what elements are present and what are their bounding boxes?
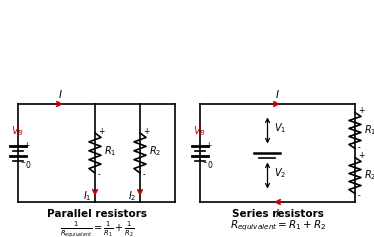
Text: +: + <box>358 106 364 115</box>
Text: -: - <box>358 143 361 152</box>
Text: +: + <box>205 141 211 150</box>
Text: -: - <box>358 191 361 200</box>
Text: $V_1$: $V_1$ <box>275 122 287 135</box>
Text: $R_{equivalent} = R_1 + R_2$: $R_{equivalent} = R_1 + R_2$ <box>230 219 326 233</box>
Text: Parallel resistors: Parallel resistors <box>47 209 147 219</box>
Text: $I$: $I$ <box>58 88 62 100</box>
Text: $V_2$: $V_2$ <box>275 167 287 180</box>
Text: +: + <box>98 127 104 136</box>
Text: $V_B$: $V_B$ <box>10 124 24 138</box>
Text: Series resistors: Series resistors <box>232 209 324 219</box>
Text: $V_B$: $V_B$ <box>193 124 205 138</box>
Text: -: - <box>98 170 101 179</box>
Text: $R_1$: $R_1$ <box>104 144 116 158</box>
Text: +: + <box>23 141 30 150</box>
Text: $R_2$: $R_2$ <box>364 169 374 182</box>
Text: $I_1$: $I_1$ <box>83 189 91 203</box>
Text: $R_1$: $R_1$ <box>364 123 374 137</box>
Text: $I$: $I$ <box>275 88 279 100</box>
Text: +: + <box>143 127 149 136</box>
Text: $I_2$: $I_2$ <box>128 189 136 203</box>
Text: $^-0$: $^-0$ <box>19 159 32 169</box>
Text: $R_2$: $R_2$ <box>149 144 161 158</box>
Text: $\frac{1}{R_{equivalent}} = \frac{1}{R_1} + \frac{1}{R_2}$: $\frac{1}{R_{equivalent}} = \frac{1}{R_1… <box>60 219 134 237</box>
Text: $I$: $I$ <box>275 207 279 219</box>
Text: -: - <box>143 170 146 179</box>
Text: +: + <box>358 150 364 160</box>
Text: $^-0$: $^-0$ <box>201 159 214 169</box>
